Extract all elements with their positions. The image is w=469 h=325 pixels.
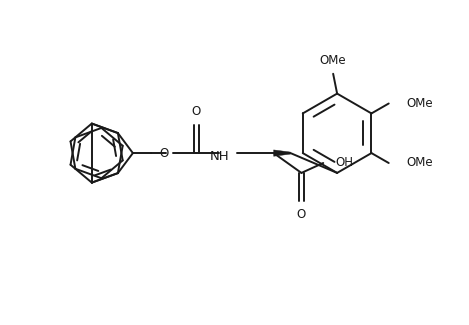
Text: OMe: OMe bbox=[407, 157, 433, 170]
Text: O: O bbox=[297, 208, 306, 221]
Text: NH: NH bbox=[210, 150, 229, 162]
Text: O: O bbox=[192, 105, 201, 118]
Text: OMe: OMe bbox=[407, 97, 433, 110]
Text: OH: OH bbox=[335, 157, 353, 170]
Text: OMe: OMe bbox=[320, 54, 347, 67]
Polygon shape bbox=[274, 150, 290, 156]
Text: O: O bbox=[159, 147, 168, 160]
